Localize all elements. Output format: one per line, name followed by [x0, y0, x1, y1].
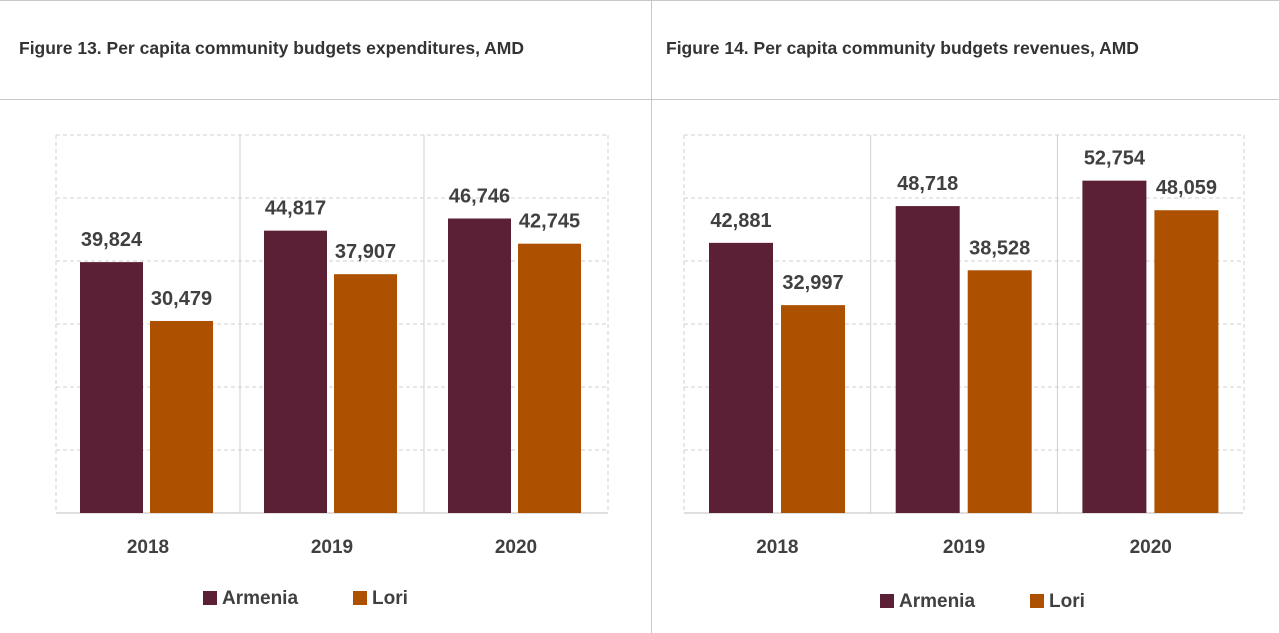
legend-swatch-armenia	[203, 591, 217, 605]
bar-armenia-2020	[448, 218, 511, 514]
bar-lori-2019	[334, 274, 397, 513]
bar-lori-2020	[1154, 210, 1219, 513]
data-label-armenia-2018: 42,881	[710, 210, 771, 232]
figure-14-title: Figure 14. Per capita community budgets …	[666, 38, 1139, 58]
category-label-2019: 2019	[943, 537, 985, 558]
top-border	[0, 0, 1279, 1]
bar-armenia-2019	[264, 230, 327, 513]
category-label-2019: 2019	[311, 537, 353, 558]
panel-divider	[651, 0, 652, 633]
data-label-lori-2019: 37,907	[335, 241, 396, 263]
figure-13-title: Figure 13. Per capita community budgets …	[19, 38, 525, 58]
chart-13: 39,824 30,479 2018 44,817 37,907 2019 46,746 42…	[55, 134, 609, 609]
legend-swatch-lori	[1030, 594, 1044, 608]
data-label-armenia-2020: 46,746	[449, 186, 510, 208]
bar-armenia-2018	[80, 262, 143, 513]
data-label-armenia-2019: 44,817	[265, 198, 326, 220]
legend-label-armenia: Armenia	[899, 591, 975, 612]
bar-lori-2019	[967, 270, 1032, 513]
category-label-2018: 2018	[127, 537, 169, 558]
legend-swatch-lori	[353, 591, 367, 605]
data-label-lori-2020: 42,745	[519, 211, 580, 233]
bar-lori-2020	[518, 243, 581, 514]
bar-armenia-2020	[1082, 180, 1147, 514]
category-label-2020: 2020	[495, 537, 537, 558]
data-label-lori-2019: 38,528	[969, 237, 1030, 259]
legend-swatch-armenia	[880, 594, 894, 608]
legend-label-lori: Lori	[1049, 591, 1085, 612]
bar-armenia-2019	[895, 206, 960, 513]
bar-lori-2018	[150, 320, 213, 513]
category-label-2020: 2020	[1130, 537, 1172, 558]
data-label-armenia-2019: 48,718	[897, 173, 958, 195]
data-label-armenia-2018: 39,824	[81, 229, 143, 251]
data-label-lori-2018: 32,997	[782, 272, 843, 294]
category-label-2018: 2018	[756, 537, 798, 558]
data-label-lori-2020: 48,059	[1156, 177, 1217, 199]
right-title-underline	[652, 99, 1279, 100]
legend-label-lori: Lori	[372, 588, 408, 609]
data-label-lori-2018: 30,479	[151, 288, 212, 310]
chart-14: 42,881 32,997 2018 48,718 38,528 2019 52,754 48…	[683, 134, 1245, 612]
data-label-armenia-2020: 52,754	[1084, 148, 1146, 170]
bar-lori-2018	[781, 305, 845, 513]
left-title-underline	[0, 99, 651, 100]
legend-label-armenia: Armenia	[222, 588, 298, 609]
bar-armenia-2018	[709, 242, 773, 513]
